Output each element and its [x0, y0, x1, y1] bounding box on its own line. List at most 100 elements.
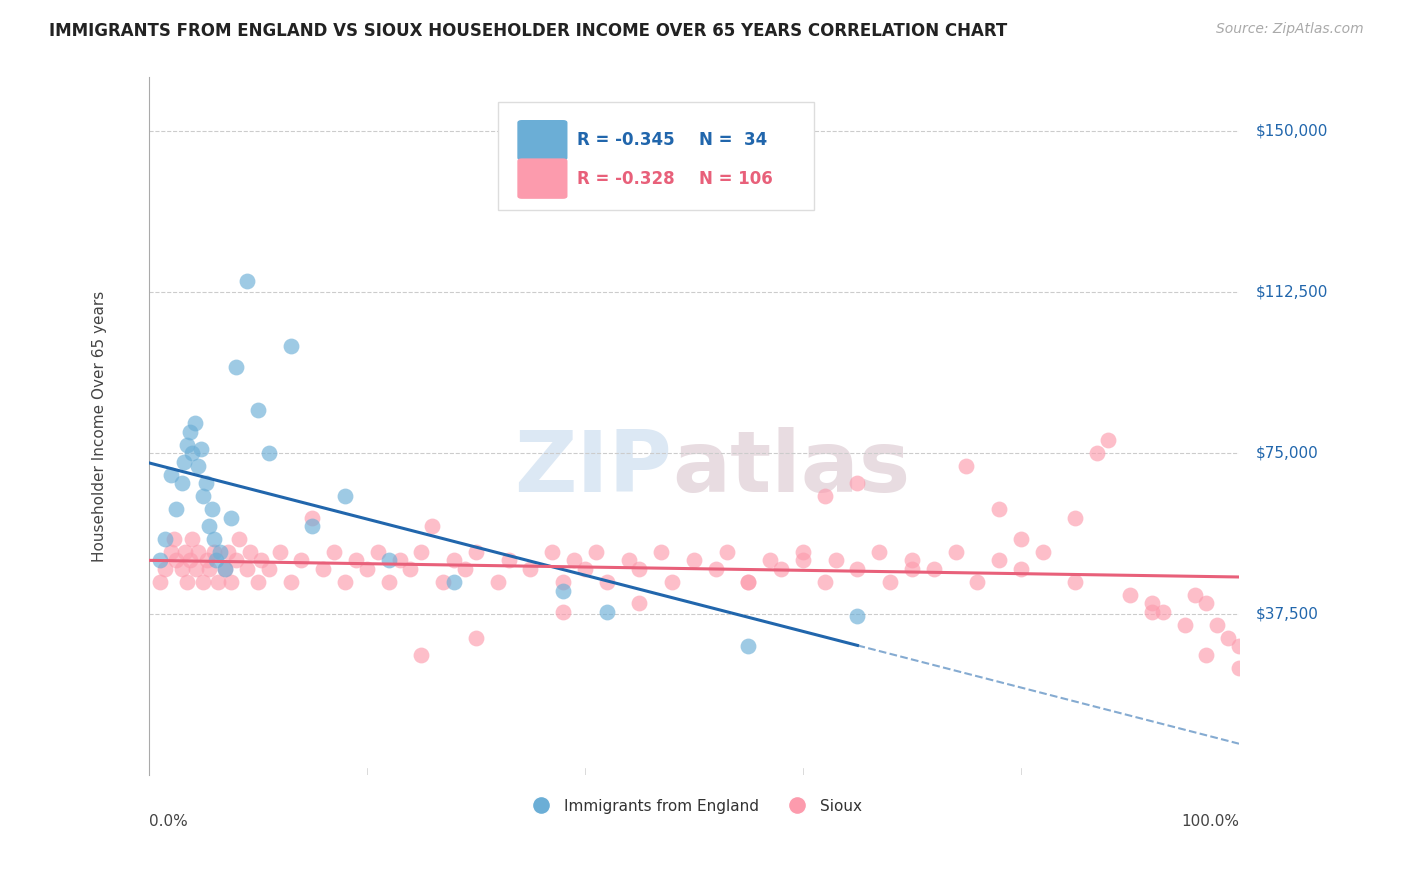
Point	[236, 562, 259, 576]
Point	[184, 562, 207, 576]
Point	[246, 574, 269, 589]
Point	[219, 510, 242, 524]
Point	[945, 545, 967, 559]
Point	[149, 553, 172, 567]
Point	[792, 553, 814, 567]
Point	[301, 510, 323, 524]
Point	[704, 562, 727, 576]
Point	[1195, 596, 1218, 610]
Point	[269, 545, 291, 559]
Point	[1184, 588, 1206, 602]
Point	[257, 562, 280, 576]
Point	[201, 502, 224, 516]
Point	[553, 605, 575, 619]
Point	[236, 274, 259, 288]
Point	[846, 476, 869, 491]
Point	[596, 574, 619, 589]
Point	[585, 545, 607, 559]
Point	[1195, 648, 1218, 662]
Point	[1206, 618, 1229, 632]
Point	[770, 562, 793, 576]
Text: Source: ZipAtlas.com: Source: ZipAtlas.com	[1216, 22, 1364, 37]
Point	[1032, 545, 1054, 559]
Point	[179, 425, 201, 439]
Point	[377, 574, 399, 589]
Point	[163, 532, 186, 546]
Point	[922, 562, 945, 576]
Point	[1216, 631, 1239, 645]
Point	[155, 532, 177, 546]
Point	[193, 574, 215, 589]
Point	[574, 562, 596, 576]
Point	[202, 532, 225, 546]
Point	[464, 545, 486, 559]
Point	[596, 605, 619, 619]
Point	[901, 553, 924, 567]
FancyBboxPatch shape	[517, 159, 568, 199]
Point	[280, 339, 302, 353]
Point	[879, 574, 901, 589]
Point	[225, 553, 247, 567]
Point	[399, 562, 422, 576]
Point	[443, 574, 465, 589]
Point	[628, 562, 651, 576]
Text: $112,500: $112,500	[1256, 285, 1327, 300]
Point	[814, 574, 837, 589]
Point	[541, 545, 564, 559]
Point	[170, 562, 193, 576]
Point	[432, 574, 454, 589]
Point	[214, 562, 236, 576]
Point	[312, 562, 335, 576]
Legend: Immigrants from England, Sioux: Immigrants from England, Sioux	[520, 793, 868, 820]
Point	[562, 553, 585, 567]
Point	[214, 562, 236, 576]
Point	[208, 545, 231, 559]
Point	[1173, 618, 1195, 632]
Text: 0.0%: 0.0%	[149, 814, 187, 829]
Point	[250, 553, 273, 567]
Point	[225, 360, 247, 375]
Point	[846, 609, 869, 624]
FancyBboxPatch shape	[517, 120, 568, 161]
Point	[1064, 510, 1087, 524]
Point	[181, 446, 204, 460]
Point	[1227, 640, 1250, 654]
Point	[149, 574, 172, 589]
Point	[367, 545, 389, 559]
Point	[205, 553, 228, 567]
Point	[176, 574, 198, 589]
Point	[187, 458, 209, 473]
Point	[155, 562, 177, 576]
Point	[159, 545, 181, 559]
Point	[1010, 532, 1032, 546]
Text: $37,500: $37,500	[1256, 607, 1319, 622]
Point	[650, 545, 672, 559]
Point	[356, 562, 378, 576]
Point	[454, 562, 477, 576]
Point	[966, 574, 988, 589]
Point	[683, 553, 706, 567]
Point	[824, 553, 846, 567]
Point	[988, 502, 1011, 516]
Point	[1097, 434, 1119, 448]
Point	[868, 545, 890, 559]
Point	[759, 553, 782, 567]
Point	[290, 553, 312, 567]
Point	[737, 574, 759, 589]
Point	[198, 519, 221, 533]
Text: Householder Income Over 65 years: Householder Income Over 65 years	[93, 291, 107, 562]
Point	[486, 574, 509, 589]
Point	[173, 545, 195, 559]
Point	[159, 467, 181, 482]
Point	[333, 489, 356, 503]
Point	[420, 519, 443, 533]
Point	[228, 532, 250, 546]
Point	[792, 545, 814, 559]
Point	[170, 476, 193, 491]
Point	[219, 574, 242, 589]
Point	[165, 553, 187, 567]
Point	[737, 574, 759, 589]
Point	[323, 545, 346, 559]
Point	[179, 553, 201, 567]
Text: atlas: atlas	[672, 426, 910, 509]
